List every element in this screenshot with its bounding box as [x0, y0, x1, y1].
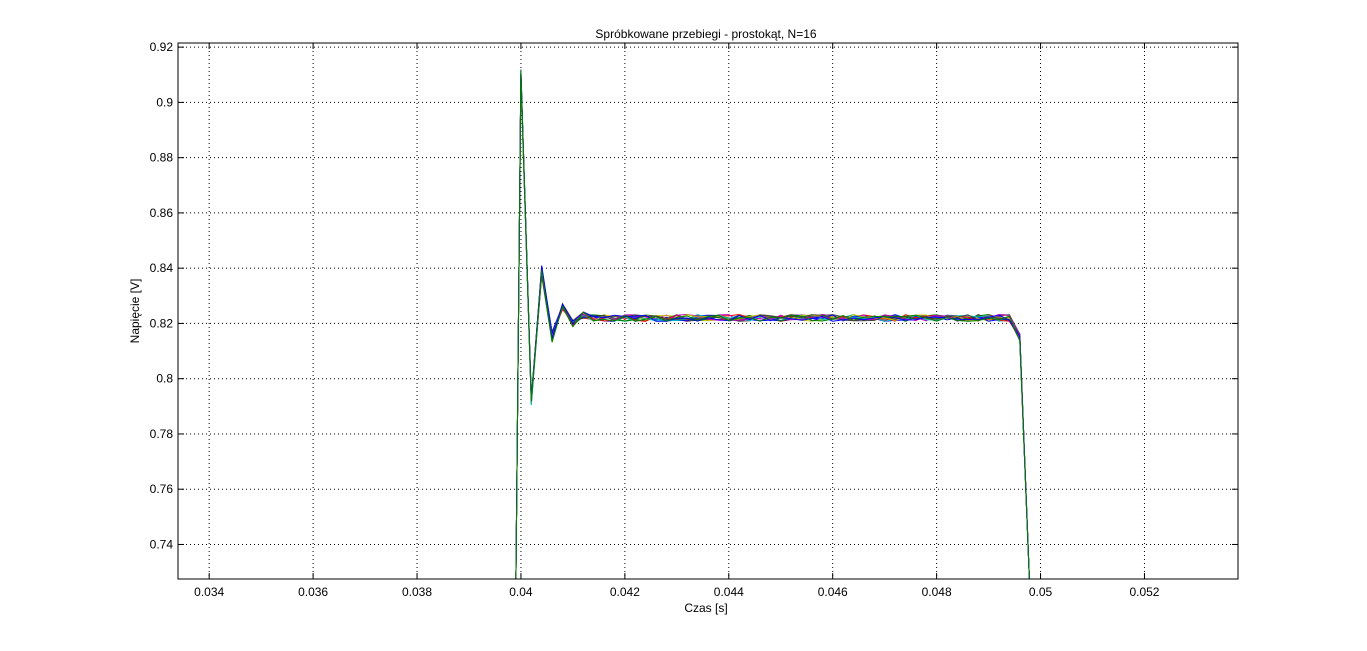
x-tick-label: 0.048 [922, 585, 952, 599]
y-tick-label: 0.76 [150, 482, 174, 496]
series-line [515, 69, 1030, 579]
x-tick-label: 0.042 [610, 585, 640, 599]
series-group [515, 69, 1030, 579]
y-axis-label: Napięcie [V] [128, 279, 142, 344]
x-tick-label: 0.036 [298, 585, 328, 599]
x-tick-label: 0.044 [714, 585, 744, 599]
x-tick-label: 0.05 [1029, 585, 1053, 599]
series-line [515, 69, 1030, 579]
y-tick-label: 0.88 [150, 151, 174, 165]
ticks: 0.034 0.036 0.038 0.04 0.042 0.044 0.046 0.048 0… [150, 40, 1238, 599]
y-tick-label: 0.9 [156, 95, 173, 109]
y-tick-label: 0.8 [156, 372, 173, 386]
y-tick-label: 0.82 [150, 316, 174, 330]
y-tick-label: 0.92 [150, 40, 174, 54]
plot-area [178, 43, 1238, 579]
x-tick-label: 0.046 [818, 585, 848, 599]
x-tick-label: 0.038 [402, 585, 432, 599]
chart-title: Spróbkowane przebiegi - prostokąt, N=16 [595, 27, 816, 41]
plot-frame [177, 42, 1239, 580]
y-tick-label: 0.78 [150, 427, 174, 441]
y-tick-label: 0.74 [150, 537, 174, 551]
x-tick-label: 0.034 [194, 585, 224, 599]
x-tick-label: 0.052 [1129, 585, 1159, 599]
x-tick-label: 0.04 [509, 585, 533, 599]
y-tick-label: 0.86 [150, 206, 174, 220]
y-tick-label: 0.84 [150, 261, 174, 275]
x-axis-label: Czas [s] [684, 601, 727, 615]
grid [178, 43, 1238, 579]
